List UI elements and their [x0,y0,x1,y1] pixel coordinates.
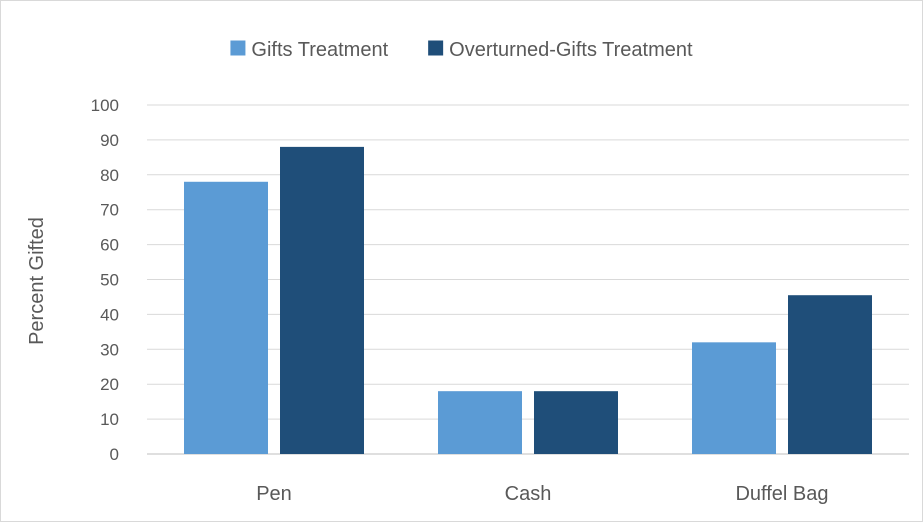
legend-swatch [428,40,444,56]
legend-swatch [230,40,246,56]
bar [184,181,268,454]
x-tick-label: Cash [505,483,552,505]
x-axis-ticks: Pen Cash Duffel Bag [256,483,828,505]
bars [184,146,872,454]
y-tick-label: 90 [100,131,119,150]
y-tick-label: 20 [100,375,119,394]
y-tick-label: 0 [110,445,119,464]
y-tick-label: 60 [100,236,119,255]
bar [692,342,776,454]
y-axis-label: Percent Gifted [26,217,48,345]
y-tick-label: 70 [100,201,119,220]
bar [788,295,872,454]
bar [534,391,618,454]
y-tick-label: 30 [100,340,119,359]
x-tick-label: Duffel Bag [735,483,828,505]
legend-label: Gifts Treatment [251,39,388,61]
bar [280,146,364,454]
legend-label: Overturned-Gifts Treatment [449,39,693,61]
y-axis-ticks: 0 10 20 30 40 50 60 70 80 90 100 [91,96,119,464]
gridlines [147,104,909,455]
y-tick-label: 40 [100,305,119,324]
y-tick-label: 10 [100,410,119,429]
legend: Gifts Treatment Overturned-Gifts Treatmen… [230,39,693,61]
bar [438,391,522,454]
x-tick-label: Pen [256,483,292,505]
y-tick-label: 50 [100,271,119,290]
y-tick-label: 80 [100,166,119,185]
y-tick-label: 100 [91,96,119,115]
